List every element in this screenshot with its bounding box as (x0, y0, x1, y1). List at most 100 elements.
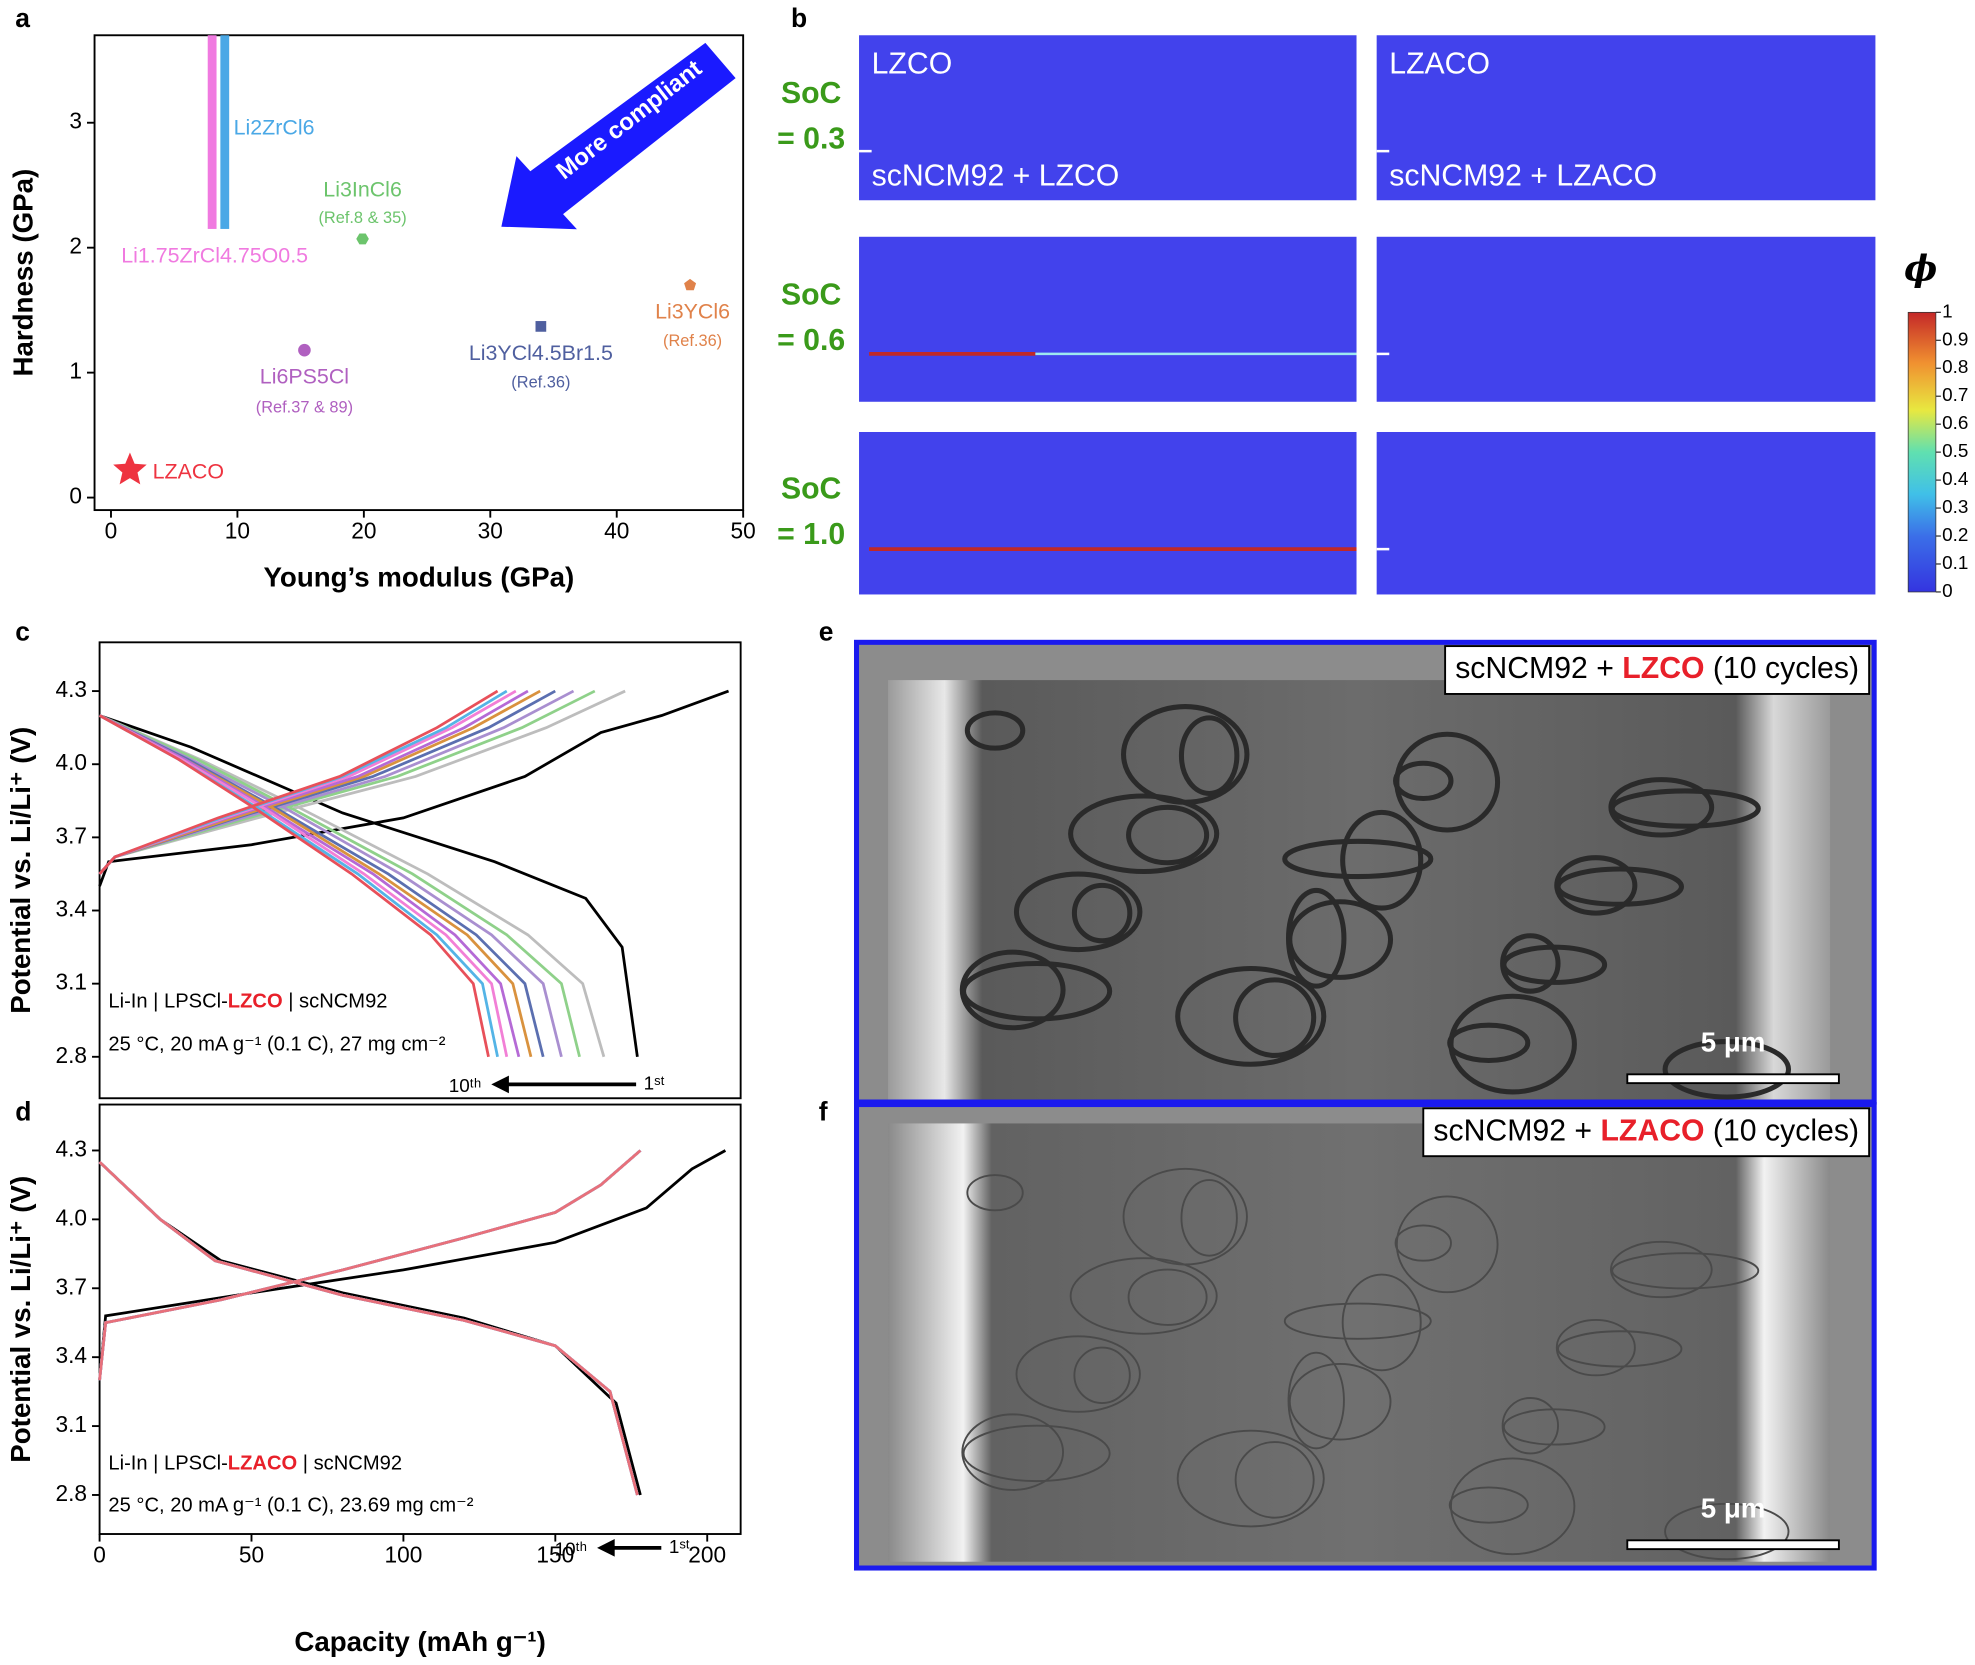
grain-boundary (1283, 1302, 1432, 1340)
y-tick-label: 3.4 (55, 895, 87, 921)
grain-boundary (961, 1413, 1065, 1491)
phase-field (1376, 431, 1876, 595)
panel-label: b (791, 3, 807, 33)
y-tick-label: 4.3 (55, 1135, 87, 1161)
micrograph-frame (853, 1102, 1877, 1571)
colorbar-tick-label: 0.8 (1942, 357, 1968, 378)
cycle-curve (98, 1149, 642, 1496)
colorbar-tick-label: 0.4 (1942, 469, 1968, 490)
soc-label: = 1.0 (777, 518, 845, 551)
y-tick-label: 2.8 (55, 1042, 87, 1068)
grain-boundary (1557, 1330, 1683, 1368)
grain-boundary (1395, 1195, 1499, 1294)
grain-boundary (1015, 1335, 1141, 1413)
annotation: 25 °C, 20 mA g⁻¹ (0.1 C), 27 mg cm⁻² (108, 1034, 445, 1056)
colorbar-tick-label: 0.1 (1942, 553, 1968, 574)
grain-boundary (1073, 1346, 1131, 1404)
annotation-part: | scNCM92 (283, 991, 388, 1013)
x-tick-label: 200 (688, 1542, 726, 1568)
grain-boundary (1608, 777, 1715, 838)
x-axis-label: Capacity (mAh g⁻¹) (294, 1626, 546, 1657)
grain-boundary (1393, 760, 1454, 802)
data-point (356, 233, 369, 245)
cycle-curve (98, 689, 499, 1058)
cycle-arrow-head (491, 1075, 509, 1094)
interface-label: scNCM92 + LZCO (872, 160, 1120, 193)
soc-label: SoC (781, 77, 841, 110)
title-part: (10 cycles) (1705, 652, 1860, 685)
grain-boundary (1554, 855, 1638, 916)
phase-field (859, 236, 1357, 402)
cycle-curve (98, 1149, 642, 1496)
column-title: LZACO (1389, 47, 1490, 80)
grain-boundary (1501, 1397, 1559, 1455)
grain-boundary (1502, 1408, 1606, 1446)
grain-boundary (964, 710, 1026, 751)
colorbar-tick-label: 0 (1942, 581, 1953, 602)
plot-frame (93, 34, 745, 512)
annotation-part: LZACO (228, 1453, 297, 1475)
title-box (1444, 645, 1871, 695)
phase-field (1376, 35, 1876, 201)
title-part: LZACO (1600, 1114, 1704, 1147)
point-label: Li6PS5Cl (260, 365, 349, 389)
annotation-part: 25 °C, 20 mA g⁻¹ (0.1 C), 27 mg cm⁻² (108, 1034, 445, 1056)
grain-boundary (966, 1174, 1024, 1212)
colorbar-tick-label: 0.7 (1942, 385, 1968, 406)
colorbar (1907, 311, 1937, 593)
point-note: (Ref.37 & 89) (256, 398, 353, 416)
grain-boundary (1611, 1252, 1760, 1290)
grain-boundary (1288, 1363, 1392, 1441)
cycle-curve (98, 1149, 642, 1496)
grain-boundary (1282, 838, 1434, 880)
panel-label: c (15, 616, 30, 646)
y-tick-label: 3.7 (55, 1273, 87, 1299)
cycle-curve (98, 1149, 727, 1496)
annotation: Li-In | LPSCl-LZACO | scNCM92 (108, 1453, 402, 1475)
cycle-curve (98, 1149, 642, 1496)
micrograph-title: scNCM92 + LZCO (10 cycles) (1455, 652, 1859, 685)
x-tick-label: 50 (731, 518, 756, 544)
x-tick-label: 30 (478, 518, 503, 544)
soc-label: = 0.3 (777, 122, 845, 155)
soc-label: SoC (781, 473, 841, 506)
y-tick-label: 0 (69, 483, 82, 509)
data-point (298, 343, 311, 357)
soc-label: SoC (781, 279, 841, 312)
cycle-label: 10ᵗʰ (449, 1076, 481, 1097)
scale-bar-label: 5 μm (1701, 1026, 1766, 1057)
grain-boundary (1126, 804, 1210, 866)
y-tick-label: 4.0 (55, 1204, 87, 1230)
colorbar-tick-label: 0.5 (1942, 441, 1968, 462)
grain-boundary (1662, 1039, 1792, 1100)
grain-boundary (1394, 1224, 1452, 1262)
colorbar-tick-label: 0.2 (1942, 525, 1968, 546)
data-point (113, 452, 147, 485)
x-tick-label: 0 (105, 518, 118, 544)
annotation-part: 25 °C, 20 mA g⁻¹ (0.1 C), 23.69 mg cm⁻² (108, 1495, 473, 1517)
grain-boundary (1285, 887, 1347, 989)
title-part: scNCM92 + (1455, 652, 1622, 685)
phase-field (1376, 236, 1876, 402)
grain-boundary (1447, 1022, 1531, 1063)
range-bar (207, 35, 217, 229)
column-title: LZCO (872, 47, 953, 80)
grain-boundary (1178, 715, 1240, 796)
annotation-part: LZCO (228, 991, 283, 1013)
panel-label: d (15, 1096, 31, 1126)
annotation-part: Li-In | LPSCl- (108, 991, 227, 1013)
soc-label: = 0.6 (777, 324, 845, 357)
point-label: Li3YCl6 (655, 300, 730, 324)
y-tick-label: 3.1 (55, 1411, 87, 1437)
point-label: Li1.75ZrCl4.75O0.5 (121, 243, 308, 267)
plot-frame (98, 1103, 742, 1535)
title-box (1422, 1107, 1871, 1158)
grain-boundary (1234, 1441, 1315, 1519)
y-axis-label: Potential vs. Li/Li⁺ (V) (5, 1176, 36, 1463)
grain-boundary (1180, 1179, 1238, 1257)
panel-label: a (15, 3, 30, 33)
title-part: (10 cycles) (1705, 1114, 1860, 1147)
cycle-label: 10ᵗʰ (555, 1539, 587, 1560)
x-tick-label: 50 (239, 1542, 264, 1568)
